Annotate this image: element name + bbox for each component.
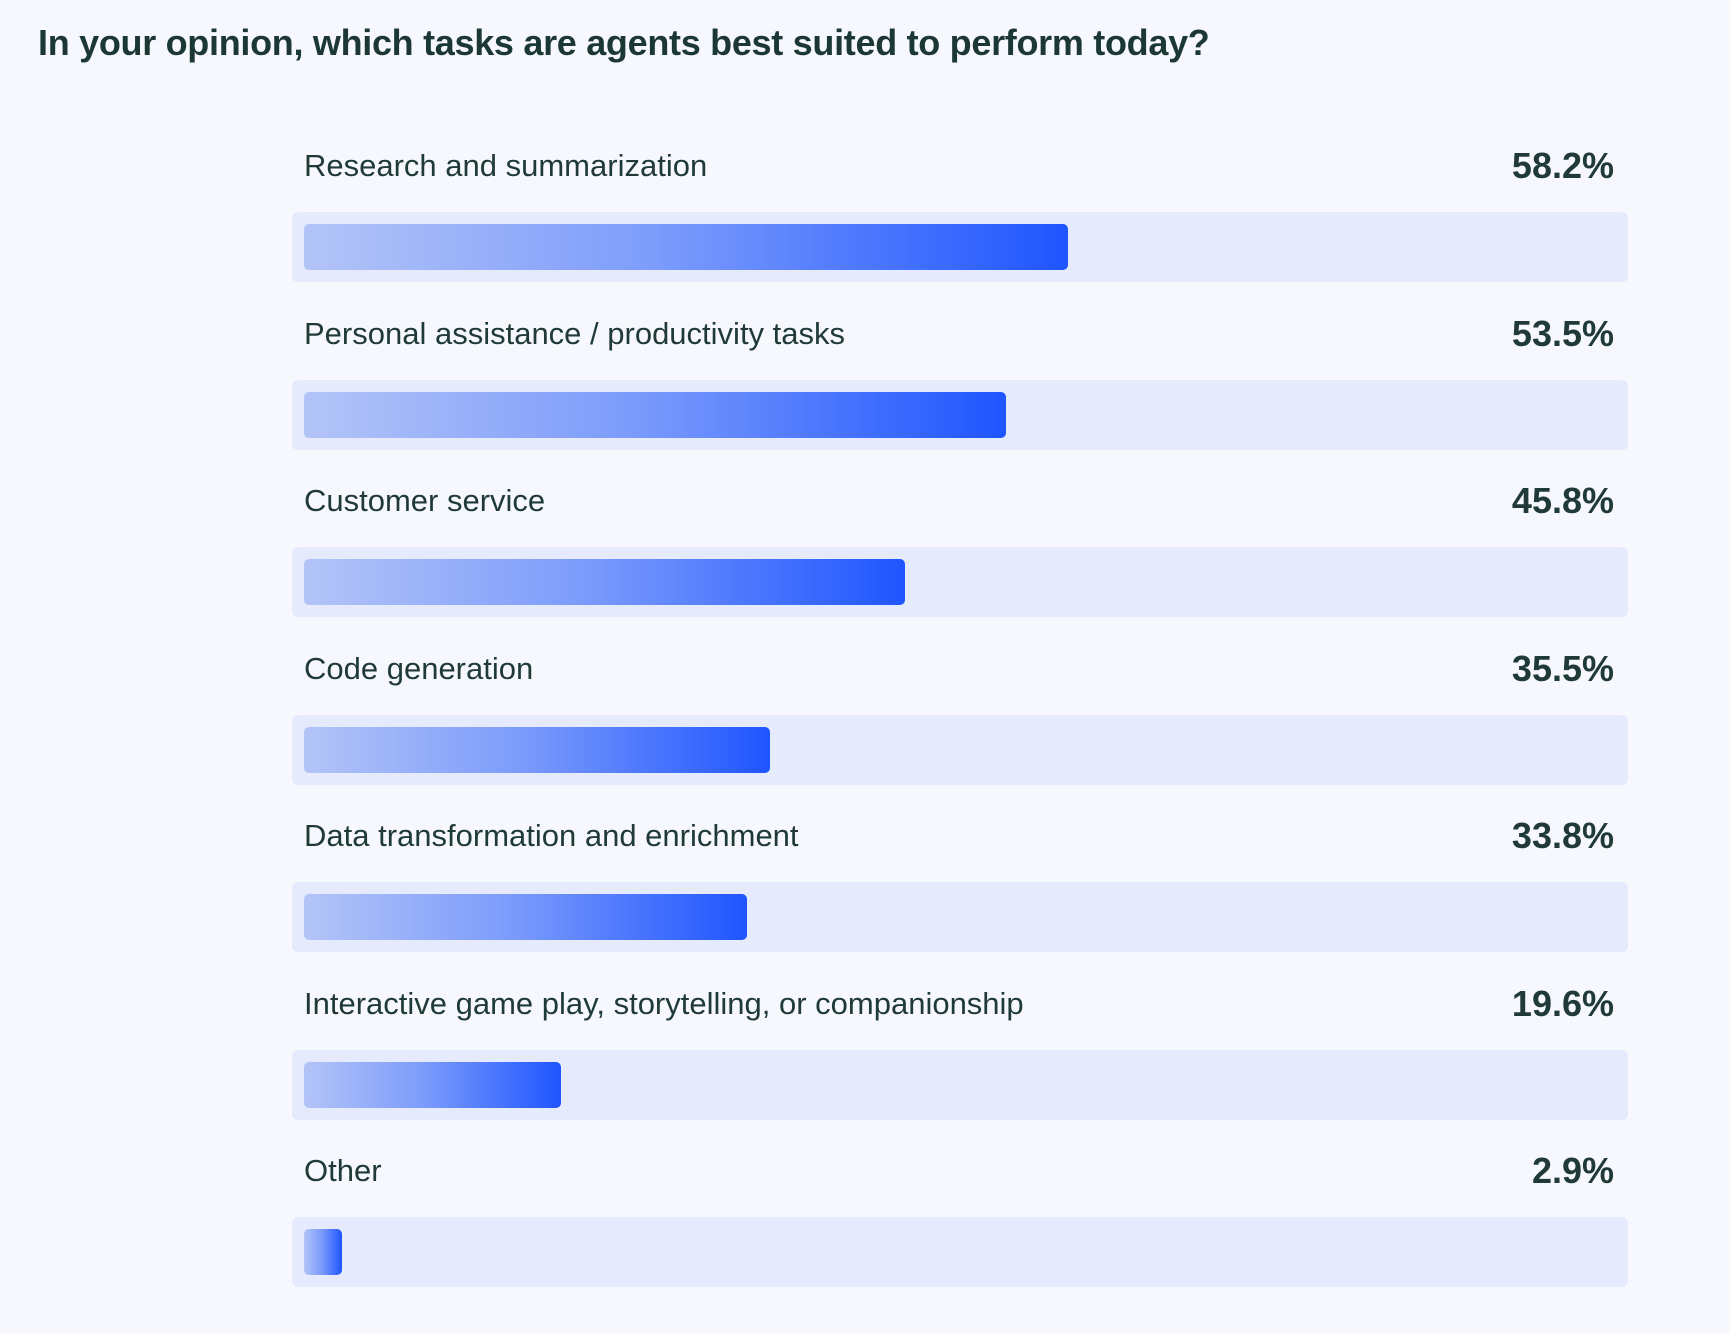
value-label: 58.2%: [1511, 145, 1614, 186]
category-label: Interactive game play, storytelling, or …: [304, 985, 1024, 1021]
bar-row-data-transformation: Data transformation and enrichment 33.8%: [292, 788, 1628, 956]
value-label: 33.8%: [1511, 815, 1614, 856]
category-label: Personal assistance / productivity tasks: [304, 315, 846, 351]
bar-row-other: Other 2.9%: [292, 1123, 1628, 1291]
category-label: Research and summarization: [304, 148, 708, 183]
category-label: Data transformation and enrichment: [304, 818, 799, 853]
bar-track: [292, 1217, 1628, 1287]
bar-row-code-generation: Code generation 35.5%: [292, 621, 1628, 789]
bar-row-research: Research and summarization 58.2%: [292, 118, 1628, 286]
bar-personal-assistance: [304, 391, 1006, 438]
value-label: 45.8%: [1511, 480, 1614, 521]
bar-row-personal-assistance: Personal assistance / productivity tasks…: [292, 286, 1628, 454]
bar-data-transformation: [304, 894, 748, 940]
bar-track: [292, 547, 1628, 617]
bar-row-interactive-game-play: Interactive game play, storytelling, or …: [292, 956, 1628, 1124]
category-label: Customer service: [304, 483, 546, 518]
category-label: Other: [304, 1153, 382, 1188]
value-label: 35.5%: [1511, 647, 1614, 689]
bar-other: [304, 1229, 343, 1275]
bar-chart: Research and summarization 58.2% Persona…: [292, 118, 1628, 1291]
bar-research: [304, 224, 1068, 270]
bar-track: [292, 1049, 1628, 1120]
chart-title: In your opinion, which tasks are agents …: [38, 22, 1210, 63]
value-label: 19.6%: [1511, 982, 1614, 1024]
bar-row-customer-service: Customer service 45.8%: [292, 453, 1628, 621]
bar-track: [292, 882, 1628, 952]
bar-track: [292, 714, 1628, 785]
bar-track: [292, 379, 1628, 450]
bar-interactive-game-play: [304, 1061, 562, 1108]
bar-code-generation: [304, 726, 770, 773]
bar-track: [292, 212, 1628, 282]
category-label: Code generation: [304, 650, 534, 686]
value-label: 53.5%: [1511, 312, 1614, 354]
bar-customer-service: [304, 559, 905, 605]
value-label: 2.9%: [1531, 1150, 1614, 1191]
